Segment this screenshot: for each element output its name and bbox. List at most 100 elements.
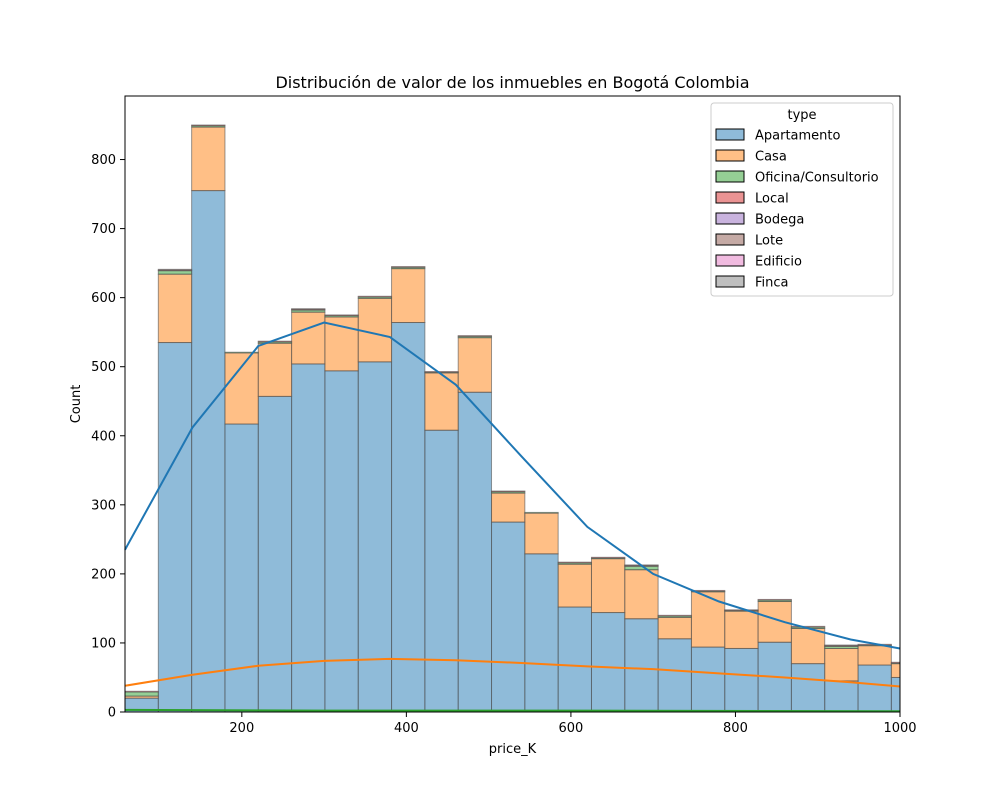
legend-label-bodega: Bodega	[755, 213, 804, 228]
bar-lote-21	[824, 644, 859, 647]
bar-apartamento-7	[357, 361, 393, 713]
x-tick-label-800: 800	[723, 721, 748, 736]
bar-apartamento-5	[291, 363, 326, 713]
bar-apartamento-1	[157, 342, 193, 713]
bar-local-14	[590, 556, 626, 559]
bar-local-10	[457, 335, 493, 337]
legend-swatch-casa	[715, 149, 745, 162]
legend-label-oficina-consultorio: Oficina/Consultorio	[755, 171, 879, 186]
bar-apartamento-20	[790, 663, 826, 713]
bar-casa-7	[357, 297, 393, 363]
bar-apartamento-16	[657, 638, 692, 713]
bar-apartamento-12	[524, 553, 559, 713]
y-tick-label-600: 600	[91, 291, 116, 306]
bar-local-2	[191, 124, 226, 127]
bar-lote-1	[157, 268, 193, 271]
bar-apartamento-9	[424, 429, 459, 713]
y-tick-label-300: 300	[91, 498, 116, 513]
bar-casa-22	[857, 645, 892, 666]
bar-casa-10	[457, 337, 493, 393]
bar-lote-5	[291, 308, 326, 310]
bar-apartamento-15	[624, 618, 659, 713]
kde-layer	[124, 321, 901, 713]
y-tick-label-800: 800	[91, 153, 116, 168]
bar-oficina-consultorio-3	[224, 351, 259, 354]
plot-frame	[124, 95, 901, 713]
legend-box	[710, 102, 894, 297]
bar-casa-12	[524, 512, 559, 555]
bars-layer	[124, 124, 901, 713]
bar-local-9	[424, 371, 459, 373]
bar-local-8	[391, 266, 426, 268]
bar-apartamento-10	[457, 391, 493, 713]
y-axis-label: Count	[69, 385, 84, 424]
legend-swatch-finca	[715, 275, 745, 288]
bar-local-18	[724, 609, 759, 611]
bar-local-0	[124, 690, 159, 693]
bar-casa-13	[557, 563, 592, 608]
bar-apartamento-23	[890, 676, 901, 713]
y-tick-label-100: 100	[91, 636, 116, 651]
bar-local-13	[557, 561, 592, 564]
bar-casa-20	[790, 627, 826, 665]
y-tick-label-700: 700	[91, 222, 116, 237]
bar-casa-3	[224, 352, 259, 425]
bar-local-4	[257, 340, 293, 343]
legend-label-local: Local	[755, 192, 789, 207]
bar-casa-6	[324, 316, 359, 372]
bar-local-16	[657, 614, 692, 617]
bar-apartamento-2	[191, 190, 226, 713]
y-axis: 0 100 200 300 400 500 600 700 800	[91, 153, 125, 721]
x-axis: 200 400 600 800 1000	[229, 712, 917, 736]
legend: type Apartamento Casa Oficina/Consultorio Lo…	[710, 102, 894, 297]
bar-apartamento-3	[224, 423, 259, 713]
bar-local-11	[491, 490, 526, 493]
bar-apartamento-21	[824, 680, 859, 713]
bar-casa-14	[590, 558, 626, 614]
bar-casa-17	[690, 591, 726, 648]
legend-title: type	[787, 108, 816, 123]
chart-title: Distribución de valor de los inmuebles e…	[275, 73, 749, 92]
bar-casa-9	[424, 372, 459, 431]
bar-local-7	[357, 295, 393, 298]
bar-local-20	[790, 625, 826, 628]
bar-casa-23	[890, 663, 901, 678]
bar-apartamento-14	[590, 612, 626, 713]
bar-casa-21	[824, 647, 859, 682]
bar-casa-5	[291, 311, 326, 365]
legend-label-apartamento: Apartamento	[755, 129, 841, 144]
bar-casa-16	[657, 616, 692, 640]
bar-local-6	[324, 314, 359, 317]
y-tick-label-400: 400	[91, 429, 116, 444]
x-tick-label-400: 400	[394, 721, 419, 736]
bar-oficina-consultorio-1	[157, 270, 193, 275]
bar-apartamento-22	[857, 664, 892, 713]
bar-casa-18	[724, 610, 759, 649]
x-tick-label-600: 600	[558, 721, 583, 736]
bar-apartamento-17	[690, 646, 726, 713]
bar-apartamento-11	[491, 521, 526, 713]
y-tick-label-500: 500	[91, 360, 116, 375]
bar-casa-4	[257, 342, 293, 397]
bar-oficina-consultorio-0	[124, 691, 159, 697]
bar-apartamento-13	[557, 606, 592, 713]
kde-line-apartamento	[124, 321, 901, 650]
bar-casa-2	[191, 126, 226, 192]
bar-casa-1	[157, 273, 193, 344]
legend-label-finca: Finca	[755, 276, 789, 291]
x-axis-label: price_K	[489, 742, 537, 757]
legend-label-lote: Lote	[755, 234, 783, 249]
y-tick-label-0: 0	[108, 706, 116, 721]
legend-swatch-edificio	[715, 254, 745, 267]
legend-swatch-local	[715, 191, 745, 204]
legend-label-edificio: Edificio	[755, 255, 802, 270]
bar-local-23	[890, 661, 901, 664]
legend-swatch-apartamento	[715, 128, 745, 141]
bar-apartamento-8	[391, 322, 426, 713]
x-tick-label-1000: 1000	[883, 721, 916, 736]
legend-swatch-oficina-consultorio	[715, 170, 745, 183]
bar-casa-8	[391, 268, 426, 324]
bar-casa-15	[624, 569, 659, 620]
legend-swatch-bodega	[715, 212, 745, 225]
